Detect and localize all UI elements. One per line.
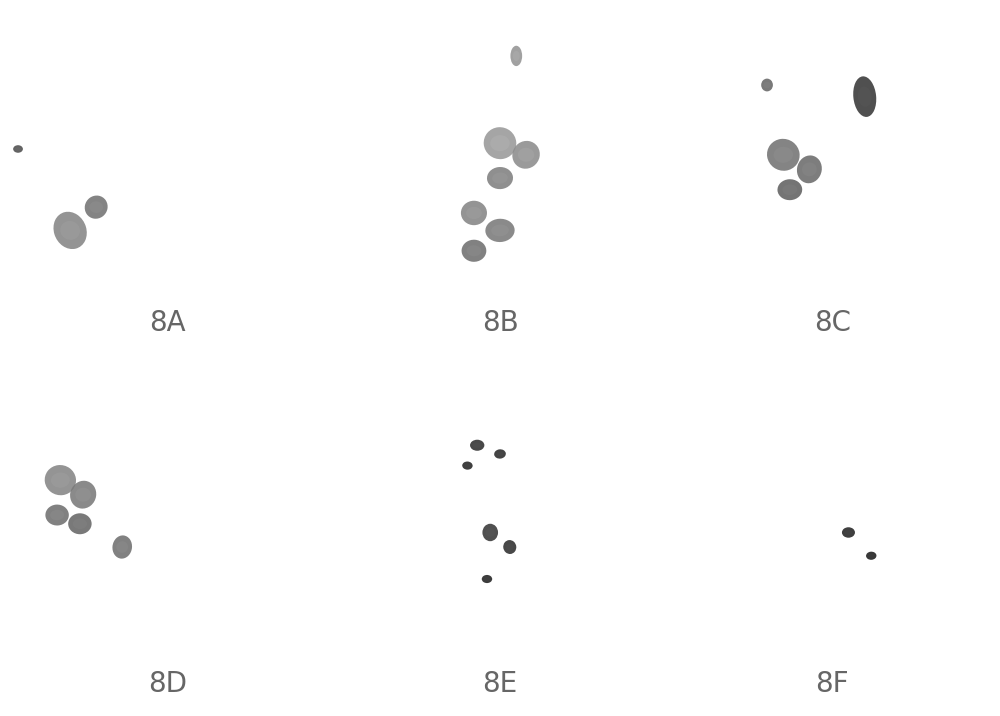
Ellipse shape [497,452,503,456]
Ellipse shape [482,575,492,583]
Text: 8E: 8E [482,669,518,698]
Ellipse shape [50,510,64,521]
FancyBboxPatch shape [682,629,725,634]
Ellipse shape [761,79,773,92]
FancyBboxPatch shape [18,629,60,634]
Ellipse shape [464,463,471,468]
Ellipse shape [89,201,103,213]
Ellipse shape [75,488,91,502]
Ellipse shape [473,442,482,448]
Ellipse shape [116,541,128,553]
Ellipse shape [15,147,21,151]
Text: 8B: 8B [482,309,518,337]
Ellipse shape [490,135,510,151]
Ellipse shape [782,185,797,195]
Ellipse shape [767,139,800,171]
Text: 8D: 8D [148,669,187,698]
Ellipse shape [112,536,132,558]
Ellipse shape [45,465,76,495]
Ellipse shape [461,200,487,225]
Ellipse shape [842,527,855,538]
Text: (A) A-1: (A) A-1 [12,12,66,26]
Ellipse shape [764,82,771,88]
Ellipse shape [494,450,506,459]
Text: (C) AH-1+SIN-1: (C) AH-1+SIN-1 [676,12,795,26]
FancyBboxPatch shape [350,629,393,634]
FancyBboxPatch shape [350,275,393,280]
Ellipse shape [462,240,486,262]
Ellipse shape [466,207,482,219]
Ellipse shape [485,219,515,242]
Ellipse shape [484,577,490,581]
Ellipse shape [462,462,473,470]
Ellipse shape [467,246,481,256]
Ellipse shape [802,163,817,176]
Ellipse shape [73,518,87,529]
Ellipse shape [45,505,69,526]
Text: 8A: 8A [150,309,186,337]
Ellipse shape [486,528,495,537]
Ellipse shape [777,179,802,200]
Ellipse shape [487,167,513,189]
Ellipse shape [858,87,872,107]
Ellipse shape [513,51,520,61]
Ellipse shape [853,77,876,117]
Ellipse shape [503,540,516,554]
Text: (E) AH-1+LPS+IFN-γ+AG: (E) AH-1+LPS+IFN-γ+AG [344,367,536,381]
Ellipse shape [491,225,509,236]
Ellipse shape [845,530,852,535]
Ellipse shape [60,221,80,240]
FancyBboxPatch shape [682,275,725,280]
Ellipse shape [774,147,793,163]
FancyBboxPatch shape [18,275,60,280]
Ellipse shape [492,173,508,183]
Ellipse shape [51,473,70,488]
Ellipse shape [482,524,498,541]
Text: (B) Probe AH-1: (B) Probe AH-1 [344,12,461,26]
Ellipse shape [506,543,514,551]
Ellipse shape [866,551,876,560]
Ellipse shape [470,440,484,451]
Ellipse shape [484,127,516,159]
Text: (F) AH-1+H₂O₂: (F) AH-1+H₂O₂ [676,367,788,381]
Ellipse shape [510,46,522,66]
Ellipse shape [518,147,534,162]
Ellipse shape [70,480,96,508]
Text: 8C: 8C [814,309,851,337]
Ellipse shape [68,513,92,534]
Text: (D) AH-1+LPS+IFN-γ: (D) AH-1+LPS+IFN-γ [12,367,172,381]
Ellipse shape [797,155,822,183]
Ellipse shape [53,212,87,249]
Ellipse shape [512,141,540,169]
Ellipse shape [868,553,874,558]
Ellipse shape [85,195,108,218]
Ellipse shape [13,145,23,153]
Text: 8F: 8F [815,669,849,698]
